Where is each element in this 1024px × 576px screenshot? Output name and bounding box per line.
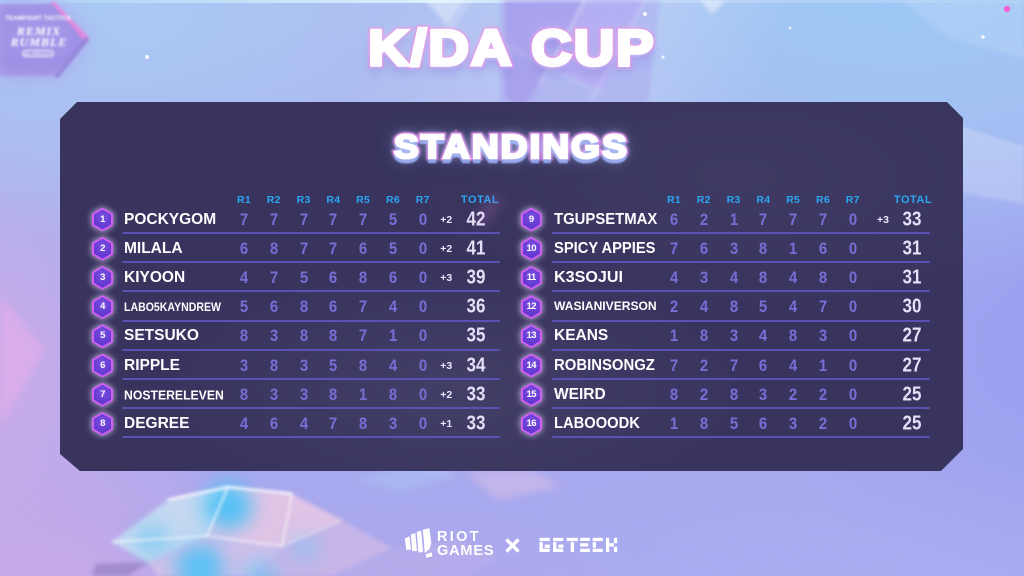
svg-text:GAMES: GAMES [437, 543, 494, 559]
